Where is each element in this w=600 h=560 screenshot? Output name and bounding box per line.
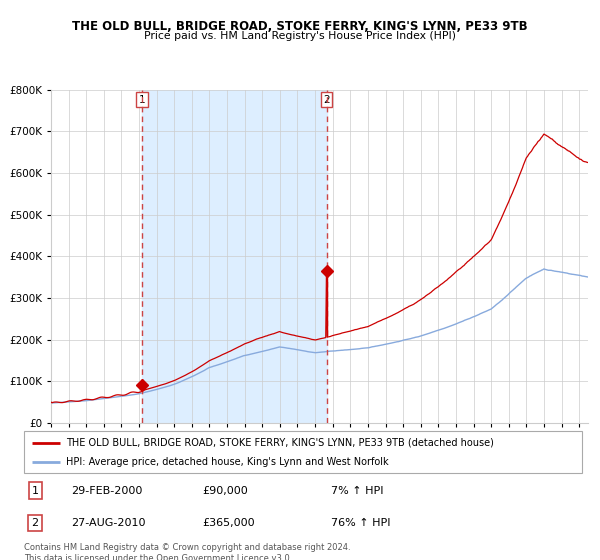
Text: THE OLD BULL, BRIDGE ROAD, STOKE FERRY, KING'S LYNN, PE33 9TB: THE OLD BULL, BRIDGE ROAD, STOKE FERRY, … [72,20,528,32]
Text: 27-AUG-2010: 27-AUG-2010 [71,518,146,528]
Text: 7% ↑ HPI: 7% ↑ HPI [331,486,383,496]
Bar [142,90,326,423]
Text: 76% ↑ HPI: 76% ↑ HPI [331,518,391,528]
Text: 29-FEB-2000: 29-FEB-2000 [71,486,143,496]
Text: 1: 1 [139,95,145,105]
Text: 1: 1 [32,486,38,496]
Text: Contains HM Land Registry data © Crown copyright and database right 2024.
This d: Contains HM Land Registry data © Crown c… [24,543,350,560]
Text: £90,000: £90,000 [203,486,248,496]
Text: £365,000: £365,000 [203,518,255,528]
Text: 2: 2 [323,95,330,105]
FancyBboxPatch shape [24,431,582,473]
Text: THE OLD BULL, BRIDGE ROAD, STOKE FERRY, KING'S LYNN, PE33 9TB (detached house): THE OLD BULL, BRIDGE ROAD, STOKE FERRY, … [66,437,494,447]
Text: 2: 2 [32,518,39,528]
Text: Price paid vs. HM Land Registry's House Price Index (HPI): Price paid vs. HM Land Registry's House … [144,31,456,41]
Text: HPI: Average price, detached house, King's Lynn and West Norfolk: HPI: Average price, detached house, King… [66,457,388,467]
